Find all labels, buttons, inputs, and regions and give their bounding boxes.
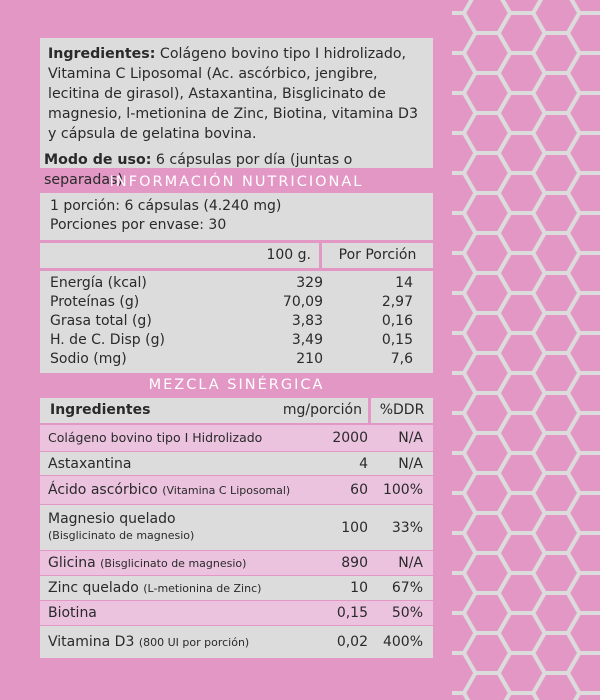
nutrition-name: Energía (kcal) — [50, 275, 147, 291]
nutrition-row: Grasa total (g) 3,83 0,16 — [40, 312, 433, 331]
blend-mg: 10 — [350, 580, 368, 596]
nutrition-portion: 14 — [395, 275, 413, 291]
hexagon-column-edge — [462, 0, 487, 700]
blend-row: Vitamina D3 (800 UI por porción) 0,02 400% — [40, 626, 433, 658]
blend-ddr: N/A — [398, 430, 423, 446]
nutrition-title: INFORMACIÓN NUTRICIONAL — [109, 174, 364, 190]
blend-ddr: 50% — [391, 605, 423, 621]
blend-mg: 0,15 — [336, 605, 368, 621]
blend-row: Magnesio quelado (Bisglicinato de magnesi… — [40, 505, 433, 550]
col-100g-header: 100 g. — [40, 243, 319, 268]
nutrition-per100: 70,09 — [282, 294, 323, 310]
blend-header: Ingredientes mg/porción — [40, 398, 368, 423]
blend-ddr: 100% — [382, 482, 423, 498]
nutrition-portion: 7,6 — [390, 351, 413, 367]
nutrition-per100: 329 — [296, 275, 323, 291]
blend-mg: 0,02 — [336, 634, 368, 650]
nutrition-table: Energía (kcal) 329 14 Proteínas (g) 70,09 2,9… — [40, 271, 433, 373]
nutrition-per100: 3,83 — [291, 313, 323, 329]
blend-row: Glicina (Bisglicinato de magnesio) 890 N/A — [40, 551, 433, 575]
blend-name: Biotina — [48, 605, 97, 621]
nutrition-name: Grasa total (g) — [50, 313, 152, 329]
blend-name-cell: Vitamina D3 (800 UI por porción) — [40, 634, 308, 651]
col-ingredients-header: Ingredientes — [50, 402, 151, 418]
nutrition-name: H. de C. Disp (g) — [50, 332, 165, 348]
blend-name-cell: Magnesio quelado (Bisglicinato de magnesi… — [40, 511, 308, 544]
blend-name: Colágeno bovino tipo I Hidrolizado — [48, 430, 263, 445]
portion-panel: 1 porción: 6 cápsulas (4.240 mg) Porcion… — [40, 193, 433, 240]
nutrition-row: Energía (kcal) 329 14 — [40, 274, 433, 293]
blend-mg: 60 — [350, 482, 368, 498]
blend-note: (Vitamina C Liposomal) — [162, 483, 291, 497]
usage-text: 6 cápsulas por día (juntas o separadas) — [44, 152, 353, 188]
col-mg-header: mg/porción — [282, 402, 362, 418]
blend-row: Zinc quelado (L-metionina de Zinc) 10 67% — [40, 576, 433, 600]
nutrition-per100: 3,49 — [291, 332, 323, 348]
blend-note: (L-metionina de Zinc) — [143, 581, 262, 595]
col-ddr-header: %DDR — [371, 398, 433, 423]
hexagon-grid — [487, 0, 600, 700]
nutrition-row: Proteínas (g) 70,09 2,97 — [40, 293, 433, 312]
blend-ddr: N/A — [398, 455, 423, 472]
blend-row: Colágeno bovino tipo I Hidrolizado 2000 N/… — [40, 425, 433, 451]
nutrition-name: Sodio (mg) — [50, 351, 127, 367]
nutrition-row: H. de C. Disp (g) 3,49 0,15 — [40, 331, 433, 350]
blend-name: Glicina — [48, 554, 96, 571]
blend-note: (Bisglicinato de magnesio) — [100, 556, 247, 570]
nutrition-row: Sodio (mg) 210 7,6 — [40, 350, 433, 369]
blend-name: Ácido ascórbico — [48, 481, 158, 498]
blend-name: Magnesio quelado — [48, 511, 176, 527]
blend-ddr: 400% — [382, 634, 423, 650]
blend-name-cell: Colágeno bovino tipo I Hidrolizado — [40, 430, 308, 446]
blend-name-cell: Astaxantina — [40, 456, 308, 472]
blend-mg: 890 — [341, 555, 368, 571]
blend-ddr: N/A — [398, 555, 423, 571]
blend-name: Astaxantina — [48, 455, 132, 472]
blend-row: Ácido ascórbico (Vitamina C Liposomal) 60… — [40, 476, 433, 504]
nutrition-name: Proteínas (g) — [50, 294, 140, 310]
nutrition-per100: 210 — [296, 351, 323, 367]
usage-label: Modo de uso: — [44, 152, 152, 168]
blend-ddr: 33% — [391, 519, 423, 536]
ingredients-text: Colágeno bovino tipo I hidrolizado, Vita… — [48, 46, 418, 142]
blend-name: Zinc quelado — [48, 579, 139, 596]
nutrition-portion: 2,97 — [381, 294, 413, 310]
blend-name-cell: Ácido ascórbico (Vitamina C Liposomal) — [40, 482, 308, 499]
ingredients-panel: Ingredientes: Colágeno bovino tipo I hid… — [40, 38, 433, 188]
col-portion-header: Por Porción — [322, 243, 433, 268]
blend-mg: 2000 — [332, 430, 368, 446]
blend-note: (800 UI por porción) — [138, 635, 250, 649]
blend-row: Astaxantina 4 N/A — [40, 452, 433, 475]
blend-mg: 4 — [359, 455, 368, 472]
blend-mg: 100 — [341, 519, 368, 536]
blend-row: Biotina 0,15 50% — [40, 601, 433, 625]
nutrition-portion: 0,15 — [381, 332, 413, 348]
portion-size: 1 porción: 6 cápsulas (4.240 mg) — [50, 198, 282, 214]
blend-name-cell: Zinc quelado (L-metionina de Zinc) — [40, 580, 308, 597]
blend-name-cell: Biotina — [40, 605, 308, 621]
ingredients-label: Ingredientes: — [48, 46, 156, 62]
blend-title: MEZCLA SINÉRGICA — [148, 377, 325, 393]
nutrition-portion: 0,16 — [381, 313, 413, 329]
blend-ddr: 67% — [391, 580, 423, 596]
blend-name-cell: Glicina (Bisglicinato de magnesio) — [40, 555, 308, 572]
blend-name: Vitamina D3 — [48, 633, 135, 650]
servings: Porciones por envase: 30 — [50, 217, 227, 233]
blend-note: (Bisglicinato de magnesio) — [48, 529, 195, 542]
